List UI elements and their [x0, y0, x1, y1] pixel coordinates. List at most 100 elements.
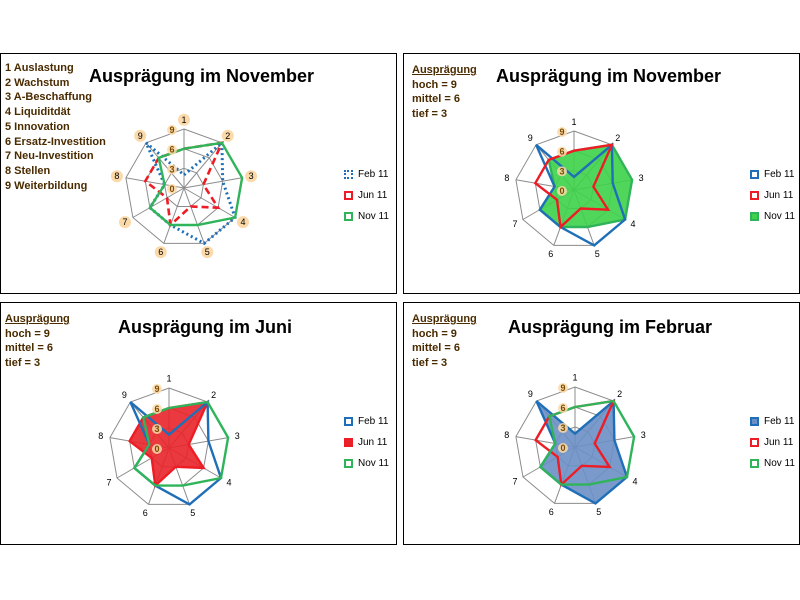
series-nov: [132, 400, 230, 487]
series-nov: [538, 399, 636, 486]
ring-label-badge: [167, 144, 177, 155]
legend-swatch-feb: [750, 170, 759, 179]
legend-4: Feb 11 Jun 11 Nov 11: [750, 411, 795, 474]
category-label: 5: [205, 247, 210, 257]
legend-2: Feb 11 Jun 11 Nov 11: [750, 164, 795, 227]
legend-swatch-nov: [344, 212, 353, 221]
category-label-badge: [221, 129, 234, 142]
ring-label: 9: [560, 383, 565, 393]
scale-high: hoch = 9: [412, 78, 457, 91]
ring-label: 3: [154, 424, 159, 434]
ring-label: 0: [169, 184, 174, 194]
ring-label-badge: [152, 424, 162, 434]
ring-label: 6: [169, 145, 174, 155]
category-label: 8: [504, 430, 509, 440]
category-item-8: 8 Stellen: [5, 164, 51, 177]
grid-spoke: [132, 187, 185, 218]
legend-label-jun: Jun 11: [358, 437, 388, 448]
category-label: 6: [548, 249, 553, 259]
chart-panel-1: 1 Auslastung 2 Wachstum 3 A-Beschaffung …: [0, 53, 397, 294]
legend-swatch-nov: [750, 459, 759, 468]
category-list: 1 Auslastung 2 Wachstum 3 A-Beschaffung …: [5, 61, 106, 193]
ring-label-badge: [167, 164, 177, 175]
legend-item-nov: Nov 11: [750, 206, 795, 227]
ring-label: 0: [559, 186, 564, 196]
legend-item-feb: Feb 11: [344, 411, 389, 432]
legend-swatch-feb: [344, 170, 353, 179]
legend-label-feb: Feb 11: [358, 416, 389, 427]
category-label-badge: [201, 246, 214, 259]
category-label: 1: [181, 115, 186, 125]
radar-chart-3: 1 2 3 4 5 6 7 8 9 0 3 6 9: [98, 374, 240, 519]
category-label: 4: [226, 478, 231, 488]
scale-low: tief = 3: [412, 357, 448, 370]
scale-mid: mittel = 6: [5, 342, 53, 355]
ring-label-badge: [152, 384, 162, 394]
category-label: 1: [571, 117, 576, 127]
scale-header: Ausprägung: [5, 313, 70, 325]
category-label: 2: [617, 389, 622, 399]
legend-item-feb: Feb 11: [750, 411, 795, 432]
category-label: 1: [166, 374, 171, 384]
ring-label: 9: [559, 127, 564, 137]
ring-label-badge: [557, 166, 567, 177]
category-label: 8: [98, 431, 103, 441]
legend-item-jun: Jun 11: [344, 185, 389, 206]
category-label: 2: [211, 390, 216, 400]
ring-label-badge: [152, 444, 162, 454]
chart-panel-2: Ausprägung hoch = 9 mittel = 6 tief = 3 …: [403, 53, 800, 294]
scale-low: tief = 3: [412, 108, 448, 121]
legend-label-nov: Nov 11: [764, 211, 795, 222]
legend-label-nov: Nov 11: [764, 458, 795, 469]
legend-label-feb: Feb 11: [764, 416, 795, 427]
ring-label-badge: [557, 127, 567, 137]
scale-high: hoch = 9: [412, 327, 457, 340]
scale-high: hoch = 9: [5, 327, 50, 340]
category-label: 7: [512, 219, 517, 229]
category-label: 5: [190, 508, 195, 518]
legend-item-jun: Jun 11: [344, 432, 389, 453]
category-label-badge: [119, 216, 131, 229]
legend-label-jun: Jun 11: [764, 437, 794, 448]
category-label-badge: [110, 170, 123, 183]
legend-3: Feb 11 Jun 11 Nov 11: [344, 411, 389, 474]
category-label: 7: [106, 478, 111, 488]
grid-spoke: [183, 177, 243, 189]
series-feb: [129, 399, 223, 506]
grid-spoke: [183, 187, 236, 218]
category-label: 6: [143, 508, 148, 518]
ring-label: 3: [560, 423, 565, 433]
category-label: 7: [122, 217, 127, 227]
ring-label: 6: [560, 403, 565, 413]
category-label: 4: [632, 477, 637, 487]
category-item-4: 4 Liquiditdät: [5, 106, 71, 119]
legend-swatch-feb: [344, 417, 353, 426]
ring-label: 9: [169, 125, 174, 135]
category-label: 3: [249, 171, 254, 181]
legend-item-nov: Nov 11: [750, 453, 795, 474]
ring-label-badge: [167, 184, 177, 194]
radar-chart-1: 1 2 3 4 5 6 7 8 9 0 3 6 9: [110, 113, 258, 259]
category-label: 9: [528, 133, 533, 143]
grid-spoke: [183, 142, 223, 189]
category-label: 9: [122, 390, 127, 400]
ring-label: 0: [560, 443, 565, 453]
chart-title-2: Ausprägung im November: [496, 66, 722, 86]
series-jun: [143, 141, 225, 228]
category-label: 2: [225, 131, 230, 141]
legend-swatch-feb: [750, 417, 759, 426]
ring-label: 3: [559, 166, 564, 176]
legend-swatch-jun: [344, 438, 353, 447]
ring-label-badge: [557, 186, 567, 196]
ring-label: 3: [169, 164, 174, 174]
ring-label: 9: [154, 384, 159, 394]
category-label: 8: [504, 173, 509, 183]
radar-chart-2: 1 2 3 4 5 6 7 8 9 0 3 6 9: [504, 117, 643, 259]
scale-low: tief = 3: [5, 357, 41, 370]
category-item-2: 2 Wachstum: [5, 76, 70, 89]
category-label: 9: [138, 131, 143, 141]
legend-label-feb: Feb 11: [358, 169, 389, 180]
scale-mid: mittel = 6: [412, 342, 460, 355]
ring-label-badge: [558, 423, 568, 433]
legend-label-nov: Nov 11: [358, 211, 389, 222]
